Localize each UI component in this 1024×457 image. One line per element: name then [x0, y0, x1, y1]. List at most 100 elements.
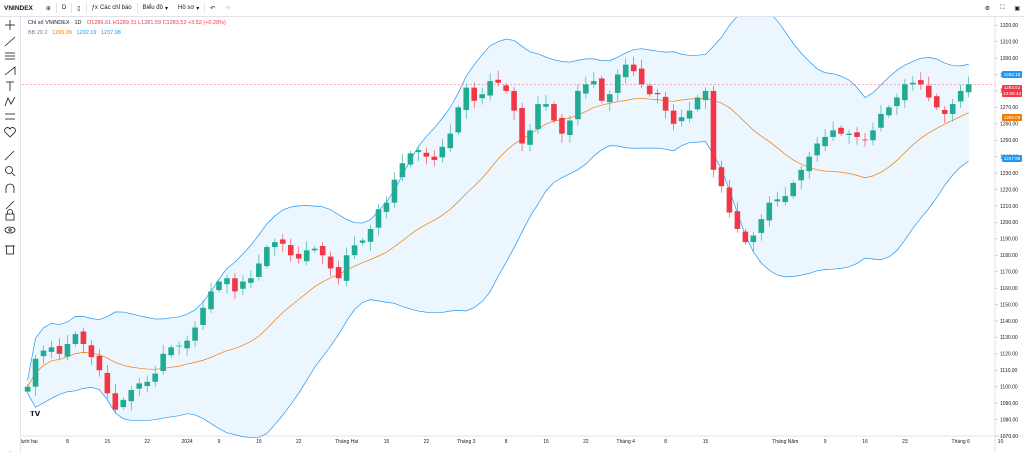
- y-tick-label: 1090.00: [1000, 401, 1018, 407]
- y-tick-label: 1160.00: [1000, 286, 1018, 292]
- candle-body: [32, 358, 39, 387]
- x-tick-label: 22: [296, 439, 302, 445]
- candle-body: [256, 263, 262, 277]
- candle-body: [854, 132, 860, 137]
- last-price-countdown: 23:59:43: [1003, 91, 1021, 96]
- candle-body: [575, 90, 581, 120]
- tradingview-logo-icon[interactable]: 𝗧𝗩: [30, 411, 41, 418]
- ruler-icon[interactable]: [4, 150, 15, 161]
- candle-body: [838, 127, 844, 134]
- heart-icon[interactable]: [4, 127, 16, 138]
- candle-body: [383, 202, 390, 212]
- candle-body: [766, 202, 773, 221]
- candle-body: [487, 81, 493, 96]
- y-tick-label: 1260.00: [1000, 122, 1018, 128]
- candle-body: [918, 80, 924, 85]
- y-tick-label: 1120.00: [1000, 352, 1018, 358]
- candle-body: [702, 90, 709, 101]
- fullscreen-icon[interactable]: ⛶: [1000, 4, 1005, 11]
- candle-type-icon[interactable]: ▯: [77, 5, 81, 12]
- indicators-button[interactable]: ƒx Các chỉ báo: [87, 0, 137, 16]
- x-tick-label: 8: [66, 439, 69, 445]
- trash-icon[interactable]: [5, 245, 15, 255]
- candle-body: [742, 231, 749, 243]
- candle-body: [200, 307, 206, 325]
- candle-body: [941, 110, 948, 114]
- chart-type-button[interactable]: Biểu đồ ▾: [138, 0, 173, 16]
- candle-body: [878, 113, 884, 128]
- candle-body: [399, 163, 406, 178]
- chart-type-label: Biểu đồ: [142, 5, 163, 11]
- candle-body: [136, 383, 143, 389]
- candle-body: [56, 345, 63, 354]
- candle-body: [192, 327, 198, 341]
- candle-body: [471, 87, 477, 101]
- magnet-icon[interactable]: [5, 183, 15, 193]
- candle-body: [184, 340, 190, 349]
- y-tick-label: 1300.00: [1000, 56, 1018, 62]
- candle-body: [551, 104, 557, 121]
- candle-body: [295, 253, 302, 259]
- zoom-in-icon[interactable]: [5, 166, 16, 177]
- symbol-search-button[interactable]: VNINDEX: [4, 4, 33, 12]
- candle-body: [64, 343, 71, 357]
- fib-retracement-icon[interactable]: [5, 52, 15, 60]
- template-button[interactable]: Hồ sơ ▾: [173, 0, 204, 16]
- candle-body: [503, 85, 509, 91]
- y-tick-label: 1080.00: [1000, 417, 1018, 423]
- screenshot-icon[interactable]: ▣: [1014, 5, 1020, 12]
- settings-icon[interactable]: ⚙: [984, 5, 991, 12]
- crosshair-icon[interactable]: [5, 20, 15, 30]
- x-tick-label: 16: [862, 439, 868, 445]
- candle-body: [718, 167, 725, 187]
- last-price-label: 1283.52 23:59:43: [1002, 85, 1022, 97]
- eye-icon[interactable]: [4, 226, 16, 234]
- y-tick-label: 1220.00: [1000, 187, 1018, 193]
- candle-body: [343, 255, 350, 281]
- legend-bb-row[interactable]: BB 20 2 1265.09 1292.19 1237.98: [28, 28, 226, 38]
- bollinger-lower-line: [27, 141, 969, 438]
- candle-body: [511, 90, 517, 111]
- candle-body: [495, 79, 501, 83]
- candle-body: [933, 96, 940, 108]
- x-tick-label: 22: [583, 439, 589, 445]
- pattern-icon[interactable]: [4, 96, 16, 107]
- candle-body: [926, 85, 932, 98]
- candle-body: [654, 92, 661, 95]
- x-tick-label: 15: [384, 439, 390, 445]
- indicators-label: Các chỉ báo: [99, 5, 132, 11]
- redo-icon[interactable]: ↷: [225, 5, 231, 12]
- x-tick-label: 15: [105, 439, 111, 445]
- undo-icon[interactable]: ↶: [210, 5, 216, 12]
- y-tick-label: 1250.00: [1000, 138, 1018, 144]
- candle-body: [591, 81, 597, 85]
- candle-body: [303, 250, 310, 262]
- y-tick-label: 1320.00: [1000, 23, 1018, 29]
- interval-button[interactable]: D: [61, 5, 67, 11]
- candle-body: [726, 187, 733, 213]
- candle-body: [407, 153, 414, 165]
- candle-body: [120, 399, 127, 408]
- candle-body: [232, 278, 238, 292]
- prediction-icon[interactable]: [5, 113, 15, 120]
- lock-icon[interactable]: [5, 209, 15, 221]
- legend-title[interactable]: Chỉ số VNINDEX · 1D: [28, 20, 82, 26]
- candle-body: [559, 117, 565, 134]
- candle-body: [758, 219, 765, 233]
- x-tick-label: 16: [256, 439, 262, 445]
- x-tick-label: Tháng Năm: [772, 439, 798, 445]
- text-tool-icon[interactable]: [6, 81, 14, 91]
- brush-icon[interactable]: [5, 200, 15, 210]
- y-tick-label: 1310.00: [1000, 39, 1018, 45]
- candle-body: [519, 108, 525, 144]
- toolbar-divider: [204, 3, 206, 13]
- candle-body: [806, 156, 812, 172]
- legend-bb-label: BB 20 2: [28, 30, 48, 36]
- legend-bb-upper: 1292.19: [76, 30, 97, 36]
- pitchfork-icon[interactable]: [4, 66, 16, 76]
- legend-bb-basis: 1265.09: [52, 30, 72, 36]
- candle-body: [622, 64, 629, 78]
- trend-line-icon[interactable]: [4, 36, 16, 47]
- compare-icon[interactable]: ⊕: [45, 5, 51, 12]
